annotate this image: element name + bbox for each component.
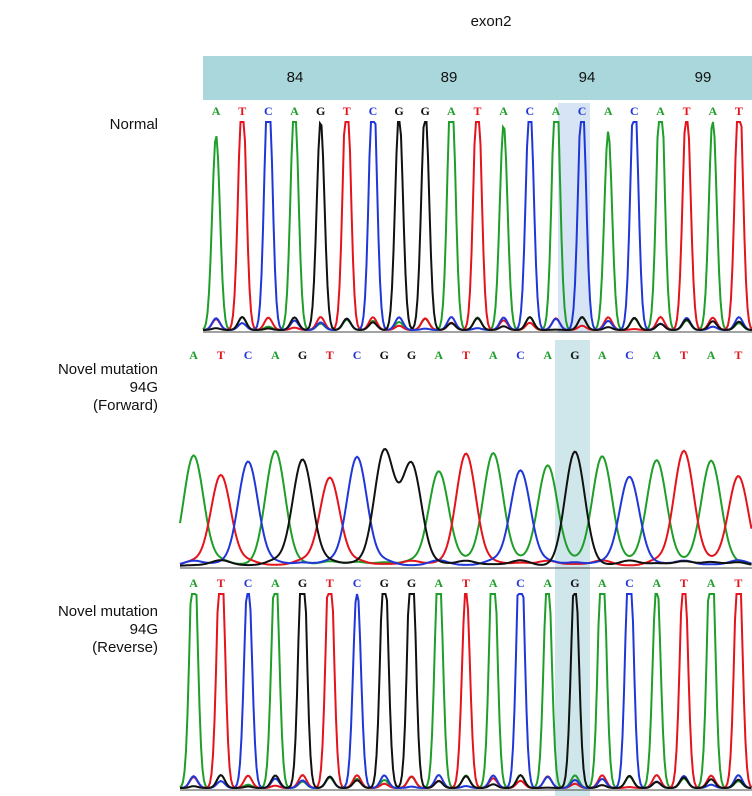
base-call: A [652, 576, 661, 590]
base-call: T [326, 348, 334, 362]
trace [203, 122, 752, 330]
base-call: A [499, 104, 508, 118]
base-call: A [447, 104, 456, 118]
base-call: T [238, 104, 246, 118]
base-call: G [316, 104, 325, 118]
base-call: T [734, 348, 742, 362]
base-call: T [683, 104, 691, 118]
base-call: T [343, 104, 351, 118]
panel-label: (Forward) [93, 397, 158, 414]
base-call: A [604, 104, 613, 118]
base-call: C [264, 104, 273, 118]
base-call: A [434, 576, 443, 590]
base-call: C [244, 576, 253, 590]
trace [180, 594, 752, 788]
figure: exon2 84 89 94 99 Normal A T C A G T C G G A T A C A C A C A T A… [0, 0, 752, 796]
base-call: A [652, 348, 661, 362]
base-call: C [578, 104, 587, 118]
position-number: 89 [441, 69, 458, 86]
base-call: A [543, 348, 552, 362]
base-call: T [462, 576, 470, 590]
base-call: C [525, 104, 534, 118]
base-call: G [380, 576, 389, 590]
panel-label: 94G [130, 379, 158, 396]
base-call: C [369, 104, 378, 118]
panel-label: 94G [130, 621, 158, 638]
base-call: G [570, 348, 579, 362]
base-call: A [212, 104, 221, 118]
base-call: A [656, 104, 665, 118]
trace [203, 122, 752, 330]
base-call: G [380, 348, 389, 362]
base-call: C [516, 576, 525, 590]
base-call: A [489, 348, 498, 362]
base-call: T [217, 348, 225, 362]
base-call: C [244, 348, 253, 362]
base-call: C [625, 576, 634, 590]
base-call: G [298, 576, 307, 590]
position-number: 99 [695, 69, 712, 86]
base-call: G [570, 576, 579, 590]
panel-label: (Reverse) [92, 639, 158, 656]
base-call: A [598, 348, 607, 362]
base-call: C [353, 348, 362, 362]
base-call: A [598, 576, 607, 590]
trace [180, 457, 752, 565]
panel-label: Normal [110, 116, 158, 133]
base-call: T [734, 576, 742, 590]
base-call: T [217, 576, 225, 590]
base-call: G [407, 348, 416, 362]
trace [203, 122, 752, 330]
trace [180, 594, 752, 788]
base-call: T [326, 576, 334, 590]
base-call: G [298, 348, 307, 362]
base-call: A [434, 348, 443, 362]
trace [180, 451, 752, 566]
base-call: A [271, 576, 280, 590]
base-call: C [630, 104, 639, 118]
exon-band [203, 56, 752, 100]
base-call: C [353, 576, 362, 590]
base-call: A [189, 576, 198, 590]
base-call: G [394, 104, 403, 118]
base-call: G [421, 104, 430, 118]
base-call: T [680, 348, 688, 362]
trace [180, 594, 752, 788]
base-call: A [707, 348, 716, 362]
base-call: A [189, 348, 198, 362]
trace [180, 449, 752, 566]
base-call: A [489, 576, 498, 590]
base-call: A [271, 348, 280, 362]
base-call: A [552, 104, 561, 118]
base-call: A [708, 104, 717, 118]
trace [180, 594, 752, 788]
position-number: 84 [287, 69, 304, 86]
base-call: T [680, 576, 688, 590]
position-number: 94 [579, 69, 596, 86]
base-call: T [462, 348, 470, 362]
base-call: A [543, 576, 552, 590]
base-call: T [473, 104, 481, 118]
base-call: G [407, 576, 416, 590]
base-call: C [625, 348, 634, 362]
panel-label: Novel mutation [58, 603, 158, 620]
exon-title: exon2 [471, 13, 512, 30]
base-call: A [707, 576, 716, 590]
base-call: A [290, 104, 299, 118]
base-call: C [516, 348, 525, 362]
trace [203, 122, 752, 330]
trace [180, 451, 752, 565]
panel-label: Novel mutation [58, 361, 158, 378]
base-call: T [735, 104, 743, 118]
